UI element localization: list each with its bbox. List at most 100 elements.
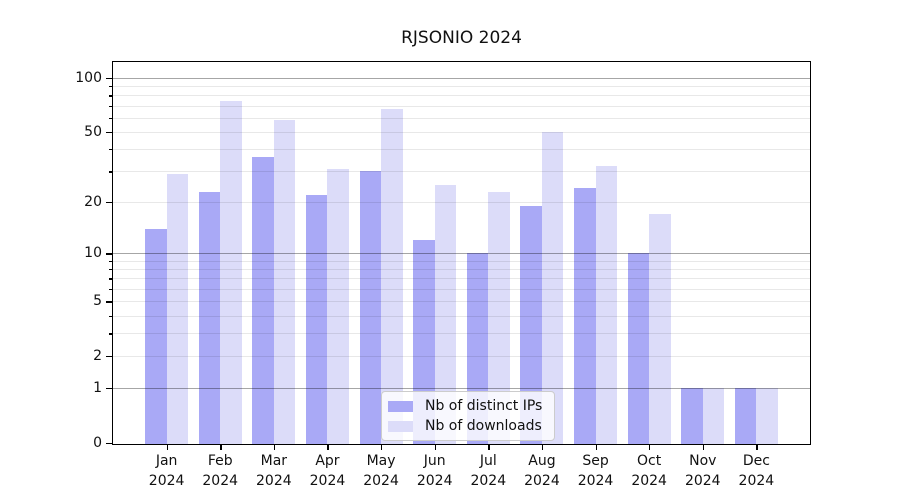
x-tick-label: Feb 2024 xyxy=(202,453,239,489)
bar xyxy=(681,388,703,444)
gridline xyxy=(113,86,810,88)
x-tick xyxy=(434,445,436,450)
y-tick xyxy=(106,388,113,390)
gridline xyxy=(113,117,810,119)
y-tick xyxy=(106,356,113,358)
x-tick-label: May 2024 xyxy=(363,453,399,489)
x-tick-label: Nov 2024 xyxy=(684,453,721,489)
y-tick xyxy=(109,171,113,173)
y-tick xyxy=(106,131,113,134)
y-tick xyxy=(109,149,113,151)
x-tick xyxy=(595,445,597,450)
bar xyxy=(198,191,221,444)
gridline xyxy=(113,315,810,317)
y-tick-label: 5 xyxy=(93,293,102,310)
y-tick xyxy=(109,260,113,263)
bar xyxy=(359,171,382,444)
x-tick-label: Aug 2024 xyxy=(524,453,560,489)
gridline xyxy=(113,301,810,303)
legend-item-distinct-ips: Nb of distinct IPs xyxy=(388,398,542,414)
gridline xyxy=(113,77,810,79)
x-tick xyxy=(327,445,329,450)
bar xyxy=(220,101,242,444)
legend: Nb of distinct IPs Nb of downloads xyxy=(381,391,556,441)
y-tick xyxy=(109,269,113,271)
x-tick-label: Jun 2024 xyxy=(416,453,453,489)
gridline xyxy=(113,95,810,97)
bar xyxy=(574,188,596,444)
x-tick-label: Jul 2024 xyxy=(470,453,507,489)
gridline xyxy=(113,202,810,204)
gridline xyxy=(113,269,810,271)
y-tick xyxy=(106,253,113,255)
gridline xyxy=(113,260,810,262)
y-tick-label: 1 xyxy=(93,380,102,397)
y-tick xyxy=(106,443,113,445)
x-tick-label: Oct 2024 xyxy=(631,453,667,489)
legend-label-downloads: Nb of downloads xyxy=(425,418,542,434)
y-tick-label: 2 xyxy=(93,348,102,365)
legend-label-distinct-ips: Nb of distinct IPs xyxy=(425,398,543,414)
bar xyxy=(541,131,564,444)
bar xyxy=(273,120,296,444)
bar xyxy=(627,253,650,444)
legend-swatch-distinct-ips xyxy=(388,400,413,412)
bar xyxy=(327,168,349,444)
x-tick xyxy=(756,445,758,450)
legend-item-downloads: Nb of downloads xyxy=(388,418,542,434)
y-tick-label: 50 xyxy=(84,123,102,140)
gridline xyxy=(113,333,810,335)
x-tick xyxy=(381,445,383,450)
x-tick-label: Mar 2024 xyxy=(256,453,292,489)
y-tick xyxy=(109,333,113,335)
x-tick-label: Apr 2024 xyxy=(309,453,346,489)
plot-area: Nb of distinct IPs Nb of downloads xyxy=(113,62,810,444)
y-tick xyxy=(109,289,113,291)
gridline xyxy=(113,289,810,291)
bar xyxy=(520,205,542,444)
bar xyxy=(734,388,757,444)
chart-title: RJSONIO 2024 xyxy=(401,28,522,48)
y-tick xyxy=(109,278,113,280)
y-tick-label: 10 xyxy=(84,245,102,262)
x-tick xyxy=(488,445,490,450)
gridline xyxy=(113,149,810,151)
bar xyxy=(649,214,671,444)
gridline xyxy=(113,388,810,390)
y-tick xyxy=(109,95,113,97)
y-tick xyxy=(106,77,113,80)
y-tick xyxy=(106,301,113,303)
y-tick xyxy=(109,86,113,88)
legend-swatch-downloads xyxy=(388,420,413,432)
y-tick-label: 100 xyxy=(75,69,102,86)
x-tick xyxy=(273,445,276,450)
bar xyxy=(145,228,167,444)
y-tick-label: 20 xyxy=(84,194,102,211)
y-tick xyxy=(109,315,113,317)
x-tick xyxy=(702,445,705,450)
gridline xyxy=(113,105,810,107)
y-tick xyxy=(109,105,113,108)
bar xyxy=(488,191,510,444)
bar xyxy=(756,388,778,444)
x-tick xyxy=(166,445,168,450)
x-tick-label: Jan 2024 xyxy=(148,453,185,489)
gridline xyxy=(113,171,810,173)
bar xyxy=(702,388,725,444)
bar xyxy=(305,194,328,444)
y-tick xyxy=(109,117,113,120)
x-tick xyxy=(541,445,544,450)
bar xyxy=(166,173,189,444)
gridline xyxy=(113,356,810,358)
x-tick-label: Dec 2024 xyxy=(738,453,775,489)
bar xyxy=(434,185,457,444)
bar xyxy=(595,166,618,444)
gridline xyxy=(113,278,810,280)
gridline xyxy=(113,253,810,255)
x-tick xyxy=(649,445,651,450)
y-tick xyxy=(106,202,113,204)
x-tick xyxy=(220,445,222,450)
bar xyxy=(252,157,274,444)
bar xyxy=(381,109,403,444)
